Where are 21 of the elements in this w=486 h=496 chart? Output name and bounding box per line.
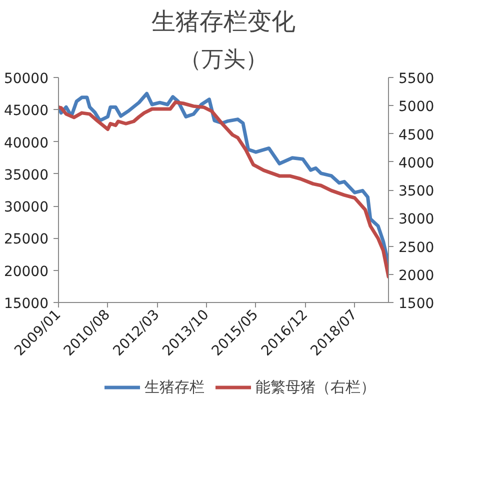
y2-tick-label: 3500 bbox=[398, 184, 434, 200]
y2-tick-label: 5500 bbox=[398, 71, 434, 87]
legend-label: 生猪存栏 bbox=[144, 378, 204, 396]
y2-tick-label: 2000 bbox=[398, 268, 434, 284]
legend-label: 能繁母猪（右栏） bbox=[256, 378, 376, 396]
y-tick-label: 15000 bbox=[4, 296, 49, 312]
y-tick-label: 40000 bbox=[4, 135, 49, 152]
y-tick-label: 30000 bbox=[4, 200, 49, 216]
chart-title: 生猪存栏变化 bbox=[152, 8, 296, 36]
y2-tick-label: 2500 bbox=[398, 240, 434, 256]
y-tick-label: 35000 bbox=[4, 167, 49, 184]
y-tick-label: 50000 bbox=[4, 71, 49, 87]
y2-tick-label: 4500 bbox=[398, 127, 434, 144]
y-tick-label: 45000 bbox=[4, 103, 49, 120]
y-tick-label: 25000 bbox=[4, 232, 49, 248]
y2-tick-label: 3000 bbox=[398, 212, 434, 228]
y2-tick-label: 4000 bbox=[398, 155, 434, 172]
y2-tick-label: 1500 bbox=[398, 296, 434, 312]
y2-tick-label: 5000 bbox=[398, 99, 434, 116]
chart-subtitle: （万头） bbox=[180, 48, 268, 72]
y-tick-label: 20000 bbox=[4, 264, 49, 280]
